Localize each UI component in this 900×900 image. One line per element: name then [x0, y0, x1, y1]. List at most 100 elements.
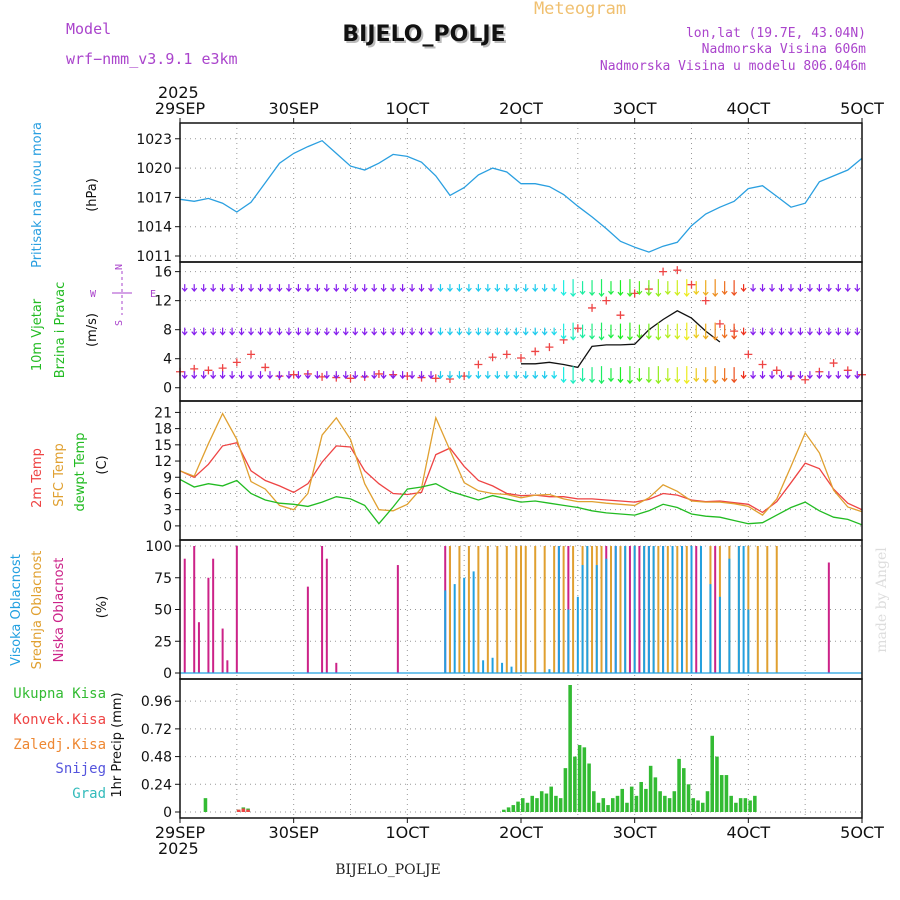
- cloud-bar: [486, 546, 489, 673]
- precip-unit: 1hr Precip (mm): [110, 692, 125, 797]
- cloud-unit: (%): [95, 596, 110, 619]
- gust-marker: [715, 319, 724, 328]
- wind-arrow: [371, 371, 378, 380]
- wind-arrow: [418, 327, 425, 336]
- precip-bar: [535, 798, 539, 812]
- wind-arrow: [181, 327, 188, 336]
- cloud-bar: [491, 657, 494, 673]
- wind-arrow: [494, 371, 501, 380]
- cloud-bar: [747, 609, 750, 673]
- y-tick-label: 0: [163, 805, 172, 821]
- cloud-bar: [226, 660, 229, 673]
- wind-arrow: [276, 284, 283, 293]
- cloud-bar: [496, 546, 499, 673]
- wind-arrow: [399, 284, 406, 293]
- cloud-bar: [671, 546, 674, 673]
- wind-arrow: [484, 327, 491, 336]
- watermark: made by Angel: [874, 547, 890, 653]
- time-label-top: 2OCT: [499, 99, 543, 118]
- precip-bar: [582, 747, 587, 812]
- y-tick-label: 0.48: [141, 750, 172, 766]
- wind-arrow: [503, 327, 510, 336]
- wind-arrow: [693, 368, 700, 383]
- compass-rose: N S W E: [90, 264, 156, 326]
- cloud-bar: [325, 558, 328, 673]
- wind-arrow: [219, 371, 226, 380]
- cloud-bar: [193, 546, 196, 673]
- wind-arrow: [314, 284, 321, 293]
- gust-marker: [318, 372, 327, 381]
- wind-arrow: [191, 284, 198, 293]
- precip-bar: [700, 802, 705, 812]
- wind-arrow: [778, 371, 785, 380]
- wind-arrow: [276, 371, 283, 380]
- wind-arrow: [806, 284, 813, 293]
- time-label-top: 5OCT: [840, 99, 884, 118]
- wind-arrow: [200, 371, 207, 380]
- wind-arrow: [570, 279, 577, 298]
- gust-marker: [261, 363, 270, 372]
- wind-arrow: [570, 322, 577, 341]
- wind-arrow: [276, 327, 283, 336]
- cloud-bar: [467, 546, 470, 673]
- gust-marker: [474, 360, 483, 369]
- precip-bar: [577, 745, 582, 812]
- pressure-unit: (hPa): [85, 178, 100, 212]
- station-title: BIJELO_POLJE: [342, 22, 505, 47]
- y-tick-label: 9: [163, 470, 172, 486]
- wind-arrow: [712, 279, 719, 298]
- compass-s: S: [114, 320, 125, 326]
- time-label-bottom: 29SEP: [155, 823, 206, 842]
- wind-arrow: [825, 327, 832, 336]
- y-tick-label: 1011: [136, 249, 172, 265]
- wind-arrow: [854, 284, 861, 293]
- time-label-bottom: 1OCT: [385, 823, 429, 842]
- precip-bar: [705, 791, 710, 812]
- precip-bar: [544, 793, 549, 812]
- wind-arrow: [409, 284, 416, 293]
- wind-arrow: [465, 327, 472, 336]
- cloud-bar: [586, 546, 589, 673]
- wind-arrow: [248, 371, 255, 380]
- wind-arrow: [323, 327, 330, 336]
- temp-side-labels: 2m Temp SFC Temp dewpt Temp (C): [30, 432, 110, 511]
- y-tick-label: 1014: [136, 220, 172, 236]
- y-tick-label: 21: [154, 405, 172, 421]
- cloud-bar: [221, 628, 224, 673]
- wind-arrow: [361, 284, 368, 293]
- precip-bar: [521, 798, 525, 812]
- pressure-label: Pritisak na nivou mora: [30, 122, 45, 268]
- precip-bar: [615, 795, 620, 812]
- wind-arrow: [399, 371, 406, 380]
- wind-arrow: [740, 327, 747, 336]
- wind-arrow: [560, 280, 567, 297]
- cloud-bar: [321, 546, 324, 673]
- precip-bar: [686, 784, 691, 812]
- wind-arrow: [721, 368, 728, 383]
- wind-arrow: [835, 284, 842, 293]
- wind-arrow: [674, 367, 681, 384]
- wind-arrow: [352, 327, 359, 336]
- cloud-bar: [714, 546, 717, 673]
- wind-arrow: [769, 371, 775, 380]
- wind-arrow: [645, 367, 652, 384]
- wind-arrow: [702, 280, 709, 297]
- y-tick-label: 25: [154, 634, 172, 650]
- plot-panels: 1011101410171020102304812160369121518210…: [136, 122, 866, 821]
- cloud-bar: [306, 586, 309, 673]
- series-pritisak-na-nivou-mora: [179, 139, 863, 253]
- wind-arrow: [513, 284, 520, 293]
- precip-bar: [738, 798, 743, 812]
- wind-arrow: [380, 371, 387, 380]
- wind-arrow: [503, 371, 510, 380]
- time-label-bottom: 2OCT: [499, 823, 543, 842]
- model-elevation-label: Nadmorska Visina u modelu 806.046m: [600, 59, 866, 74]
- time-label-top: 4OCT: [726, 99, 770, 118]
- footer-station: BIJELO_POLJE: [335, 862, 440, 878]
- wind-arrow: [409, 327, 416, 336]
- wind-arrow: [371, 327, 378, 336]
- precip-bar: [625, 802, 629, 812]
- wind-arrow: [522, 327, 529, 336]
- gust-marker: [616, 311, 625, 320]
- wind-unit: (m/s): [85, 313, 100, 347]
